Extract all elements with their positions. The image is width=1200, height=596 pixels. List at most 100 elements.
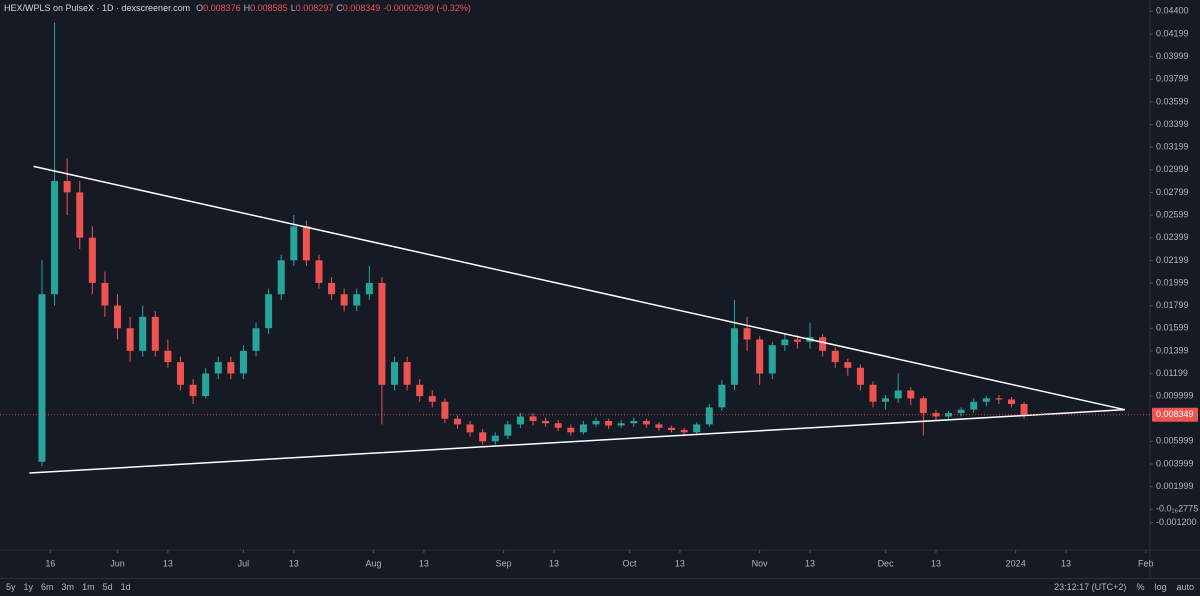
candle-body xyxy=(403,362,411,385)
y-tick-label: 0.03399 xyxy=(1156,119,1189,129)
candle-body xyxy=(743,328,751,340)
candle-body xyxy=(730,328,738,385)
y-tick-label: 0.005999 xyxy=(1156,436,1194,446)
y-tick-label: 0.01199 xyxy=(1156,368,1188,378)
y-tick-label: 0.03199 xyxy=(1156,142,1189,152)
candle-body xyxy=(164,350,172,363)
candle-body xyxy=(151,316,159,351)
candle-body xyxy=(101,282,109,306)
x-tick-label: Nov xyxy=(752,558,769,568)
candle-body xyxy=(63,181,71,193)
candle-body xyxy=(227,362,235,374)
candle-body xyxy=(907,390,915,399)
candle-body xyxy=(328,282,336,295)
ohlc-key: O xyxy=(196,3,204,13)
x-tick-label: 16 xyxy=(45,558,55,568)
candle-body xyxy=(995,398,1003,400)
y-tick-label: 0.02399 xyxy=(1156,232,1189,242)
y-tick-label: 0.03599 xyxy=(1156,96,1189,106)
candle-body xyxy=(592,420,600,425)
candle-body xyxy=(605,420,613,426)
candle-body xyxy=(38,294,46,462)
candle-body xyxy=(353,294,361,306)
candle-body xyxy=(202,373,210,397)
candle-body xyxy=(856,367,864,385)
candle-body xyxy=(51,181,59,295)
header: HEX/WPLS on PulseX · 1D · dexscreener.co… xyxy=(4,3,471,13)
candle-body xyxy=(139,316,147,351)
candle-body xyxy=(189,384,197,397)
candle-body xyxy=(265,294,273,329)
candle-body xyxy=(982,398,990,402)
x-tick-label: 13 xyxy=(549,558,559,568)
candle-body xyxy=(705,407,713,425)
ohlc-key: C xyxy=(336,3,343,13)
x-tick-label: Jul xyxy=(238,558,250,568)
candle-body xyxy=(529,416,537,421)
range-button[interactable]: 6m xyxy=(41,582,54,592)
candle-body xyxy=(957,409,965,414)
y-tick-label: 0.02599 xyxy=(1156,210,1189,220)
range-button[interactable]: 5d xyxy=(102,582,113,592)
range-button[interactable]: 3m xyxy=(61,582,75,592)
scale-option[interactable]: % xyxy=(1136,582,1145,592)
candle-body xyxy=(970,401,978,410)
chart: 0.04400 0.04199 0.03999 0.03799 0.03599 0.033… xyxy=(0,0,1200,578)
scale-option[interactable]: auto xyxy=(1176,582,1194,592)
trendline xyxy=(33,165,1125,411)
ohlc-value: 0.008585 xyxy=(250,3,288,13)
candle-body xyxy=(277,260,285,295)
range-button[interactable]: 1d xyxy=(120,582,131,592)
candle-body xyxy=(365,282,373,295)
y-tick-label: -0.001200 xyxy=(1156,517,1197,527)
x-tick-label: 13 xyxy=(805,558,815,568)
y-tick-label: 0.01399 xyxy=(1156,345,1189,355)
x-tick-label: 2024 xyxy=(1006,558,1026,568)
x-tick-label: 13 xyxy=(289,558,299,568)
range-button[interactable]: 1m xyxy=(82,582,95,592)
candle-body xyxy=(516,416,524,425)
candle-body xyxy=(176,362,184,385)
x-tick-label: 13 xyxy=(419,558,429,568)
y-tick-label: 0.03999 xyxy=(1156,51,1189,61)
candle-body xyxy=(428,396,436,402)
candle-body xyxy=(668,427,676,431)
candle-body xyxy=(315,260,323,283)
y-tick-label: 0.01999 xyxy=(1156,277,1189,287)
trendline xyxy=(29,408,1125,474)
candle-body xyxy=(340,294,348,306)
ohlc-value: 0.008376 xyxy=(203,3,241,13)
candle-body xyxy=(76,192,84,238)
candle-body xyxy=(441,401,449,419)
x-tick-label: 13 xyxy=(163,558,173,568)
range-button[interactable]: 5y xyxy=(6,582,16,592)
price-label: 0.008349 xyxy=(1156,409,1194,419)
x-tick-label: 13 xyxy=(931,558,941,568)
candle-body xyxy=(756,339,764,374)
scale-option[interactable]: log xyxy=(1154,582,1167,592)
candle-body xyxy=(869,384,877,402)
candle-body xyxy=(239,350,247,374)
y-tick-label: 0.003999 xyxy=(1156,458,1194,468)
candle-body xyxy=(114,305,122,329)
candle-body xyxy=(214,362,222,374)
ohlc-key: H xyxy=(243,3,251,13)
candle-body xyxy=(391,362,399,385)
candle-body xyxy=(793,339,801,342)
change: -0.00002699 (-0.32%) xyxy=(383,3,471,13)
candle-body xyxy=(542,420,550,424)
range-button[interactable]: 1y xyxy=(23,582,34,592)
x-tick-label: Jun xyxy=(110,558,125,568)
candle-body xyxy=(919,398,927,414)
y-tick-label: 0.001999 xyxy=(1156,481,1194,491)
chart-title: HEX/WPLS on PulseX · 1D · dexscreener.co… xyxy=(4,3,191,13)
candle-body xyxy=(579,424,587,433)
candle-body xyxy=(630,420,638,424)
ohlc-key: L xyxy=(290,3,296,13)
ohlc: O 0.008376 H 0.008585 L 0.008297 C 0.008349 xyxy=(193,3,380,13)
candle-body xyxy=(781,339,789,346)
y-tick-label: 0.02999 xyxy=(1156,164,1189,174)
candle-body xyxy=(655,424,663,428)
